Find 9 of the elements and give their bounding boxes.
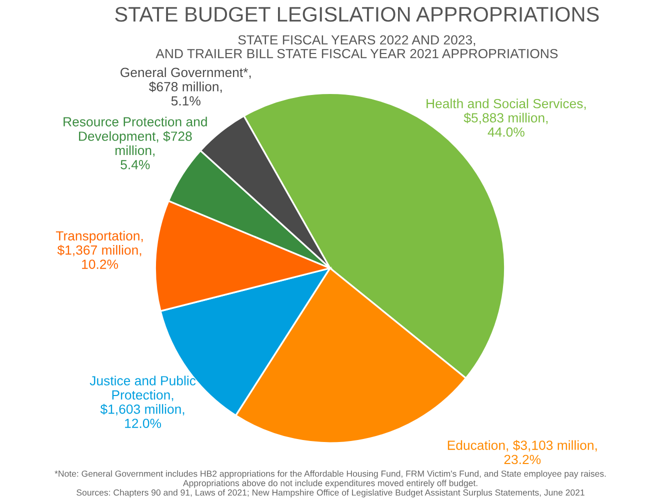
slice-label: Transportation, $1,367 million, 10.2% <box>56 230 143 269</box>
slice-label: Justice and Public Protection, $1,603 million, 12.0% <box>90 376 196 428</box>
slice-label: General Government*, $678 million, 5.1% <box>120 67 251 106</box>
chart-title: STATE BUDGET LEGISLATION APPROPRIATIONS <box>115 6 599 22</box>
slice-label: Health and Social Services, $5,883 million, 44.0% <box>426 98 586 137</box>
slice-label: Resource Protection and Development, $728 million, 5.4% <box>64 116 207 170</box>
slice-label: Education, $3,103 million, 23.2% <box>448 440 597 464</box>
text: *Note: General Government includes HB2 appropriations for the Affordable Housing Fund, FRM Victim's Fund, and State employee pay raises. Appropriations above do not include expenditures moved entirely off budget. Sources: Chapters 90 and 91, Laws of 2021; New Hampshire Office of Legislative Budget Assistant Surplus Statements, June 2021 <box>54 470 606 498</box>
chart-subtitle: STATE FISCAL YEARS 2022 AND 2023, AND TRAILER BILL STATE FISCAL YEAR 2021 APPROPRIATIONS <box>156 35 558 58</box>
